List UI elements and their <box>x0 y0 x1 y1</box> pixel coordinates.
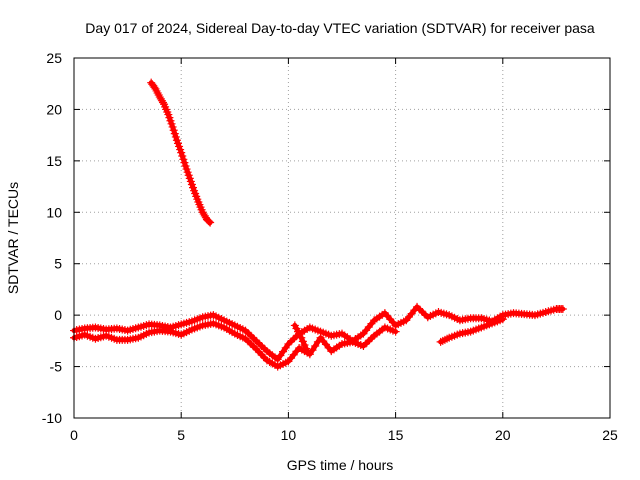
y-tick-label: -5 <box>50 359 63 375</box>
data-point <box>303 348 312 357</box>
y-tick-label: 20 <box>46 101 62 117</box>
data-point <box>204 217 213 226</box>
y-tick-label: -10 <box>42 410 62 426</box>
plot-frame <box>73 57 611 419</box>
data-point <box>158 98 167 107</box>
data-point <box>180 158 189 167</box>
y-axis-title: SDTVAR / TECUs <box>5 182 21 294</box>
x-tick-label: 15 <box>388 427 404 443</box>
data-point <box>169 126 178 135</box>
series-2 <box>70 302 567 364</box>
series-5 <box>436 315 507 346</box>
data-point <box>152 86 161 95</box>
data-point <box>300 340 309 349</box>
data-point <box>391 327 400 336</box>
data-point <box>171 132 180 141</box>
axes: 0 5 10 15 20 25 -10 -5 0 5 10 15 20 25 <box>42 50 618 443</box>
y-tick-label: 0 <box>54 307 62 323</box>
plot-area <box>70 78 567 371</box>
data-point <box>151 84 160 93</box>
data-point <box>178 151 187 160</box>
series-3 <box>70 319 400 371</box>
x-tick-label: 20 <box>495 427 511 443</box>
data-point <box>170 129 179 138</box>
data-point <box>206 218 215 227</box>
series-1 <box>147 78 215 227</box>
x-axis-title: GPS time / hours <box>287 457 394 473</box>
series-4 <box>290 321 312 357</box>
x-tick-label: 0 <box>70 427 78 443</box>
y-tick-label: 10 <box>46 204 62 220</box>
data-point <box>311 342 320 350</box>
data-point <box>298 337 307 346</box>
y-tick-label: 5 <box>54 256 62 272</box>
data-point <box>297 333 306 342</box>
data-point <box>153 88 162 97</box>
data-point <box>313 337 322 346</box>
data-point <box>302 344 311 353</box>
grid <box>74 58 610 418</box>
data-point <box>558 304 567 313</box>
y-tick-label: 15 <box>46 153 62 169</box>
chart-title: Day 017 of 2024, Sidereal Day-to-day VTE… <box>85 20 595 36</box>
data-point <box>205 217 214 226</box>
x-tick-label: 10 <box>281 427 297 443</box>
data-point <box>308 346 317 355</box>
data-point <box>168 122 177 131</box>
data-point <box>179 155 188 164</box>
x-tick-label: 25 <box>602 427 618 443</box>
data-point <box>498 315 507 324</box>
y-tick-label: 25 <box>46 50 62 66</box>
data-point <box>177 148 186 157</box>
x-tick-label: 5 <box>177 427 185 443</box>
